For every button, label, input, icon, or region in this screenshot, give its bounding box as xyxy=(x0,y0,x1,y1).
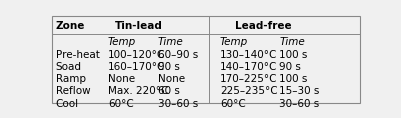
Text: 140–170°C: 140–170°C xyxy=(219,62,277,72)
Text: 60 s: 60 s xyxy=(157,86,179,96)
Text: 130–140°C: 130–140°C xyxy=(219,50,277,60)
Text: Tin-lead: Tin-lead xyxy=(115,21,162,31)
Text: Reflow: Reflow xyxy=(56,86,90,96)
Text: 90 s: 90 s xyxy=(157,62,179,72)
Text: Lead-free: Lead-free xyxy=(235,21,291,31)
Text: 100 s: 100 s xyxy=(279,74,307,84)
Text: Max. 220°C: Max. 220°C xyxy=(107,86,168,96)
Text: Time: Time xyxy=(157,37,183,47)
FancyBboxPatch shape xyxy=(52,16,359,103)
Text: 160–170°C: 160–170°C xyxy=(107,62,165,72)
Text: Time: Time xyxy=(279,37,304,47)
Text: Pre-heat: Pre-heat xyxy=(56,50,99,60)
Text: 100 s: 100 s xyxy=(279,50,307,60)
Text: 90 s: 90 s xyxy=(279,62,300,72)
Text: 100–120°C: 100–120°C xyxy=(107,50,165,60)
Text: Temp: Temp xyxy=(107,37,136,47)
Text: None: None xyxy=(107,74,135,84)
Text: 60°C: 60°C xyxy=(219,99,245,109)
Text: Ramp: Ramp xyxy=(56,74,86,84)
Text: 170–225°C: 170–225°C xyxy=(219,74,277,84)
Text: Soad: Soad xyxy=(56,62,82,72)
Text: 30–60 s: 30–60 s xyxy=(279,99,319,109)
Text: 30–60 s: 30–60 s xyxy=(157,99,197,109)
Text: Zone: Zone xyxy=(56,21,85,31)
Text: 60°C: 60°C xyxy=(107,99,133,109)
Text: Temp: Temp xyxy=(219,37,248,47)
Text: None: None xyxy=(157,74,184,84)
Text: 225–235°C: 225–235°C xyxy=(219,86,277,96)
Text: 15–30 s: 15–30 s xyxy=(279,86,319,96)
Text: Cool: Cool xyxy=(56,99,79,109)
Text: 60–90 s: 60–90 s xyxy=(157,50,197,60)
